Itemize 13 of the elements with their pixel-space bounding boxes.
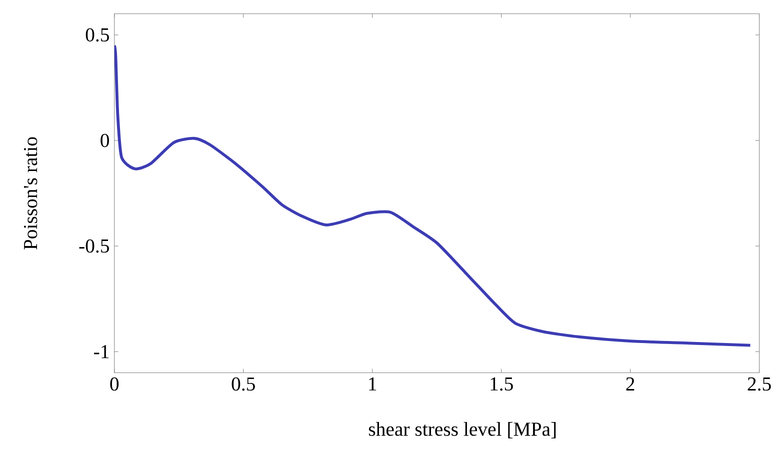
y-tick-label: -1: [94, 344, 109, 358]
x-axis-title: shear stress level [MPa]: [368, 422, 556, 438]
x-tick-label: 0.5: [232, 377, 255, 391]
x-tick-label: 2: [626, 377, 634, 390]
x-tick-label: 1.5: [490, 377, 513, 391]
y-axis-title: Poisson's ratio: [24, 137, 38, 250]
x-tick-label: 0: [110, 377, 119, 391]
line-series: [114, 44, 752, 347]
y-tick-label: 0: [100, 134, 109, 147]
x-tick-label: 1: [369, 377, 376, 390]
y-tick-label: -0.5: [79, 239, 109, 253]
y-tick-label: 0.5: [86, 28, 109, 42]
x-tick-label: 2.5: [748, 377, 771, 391]
